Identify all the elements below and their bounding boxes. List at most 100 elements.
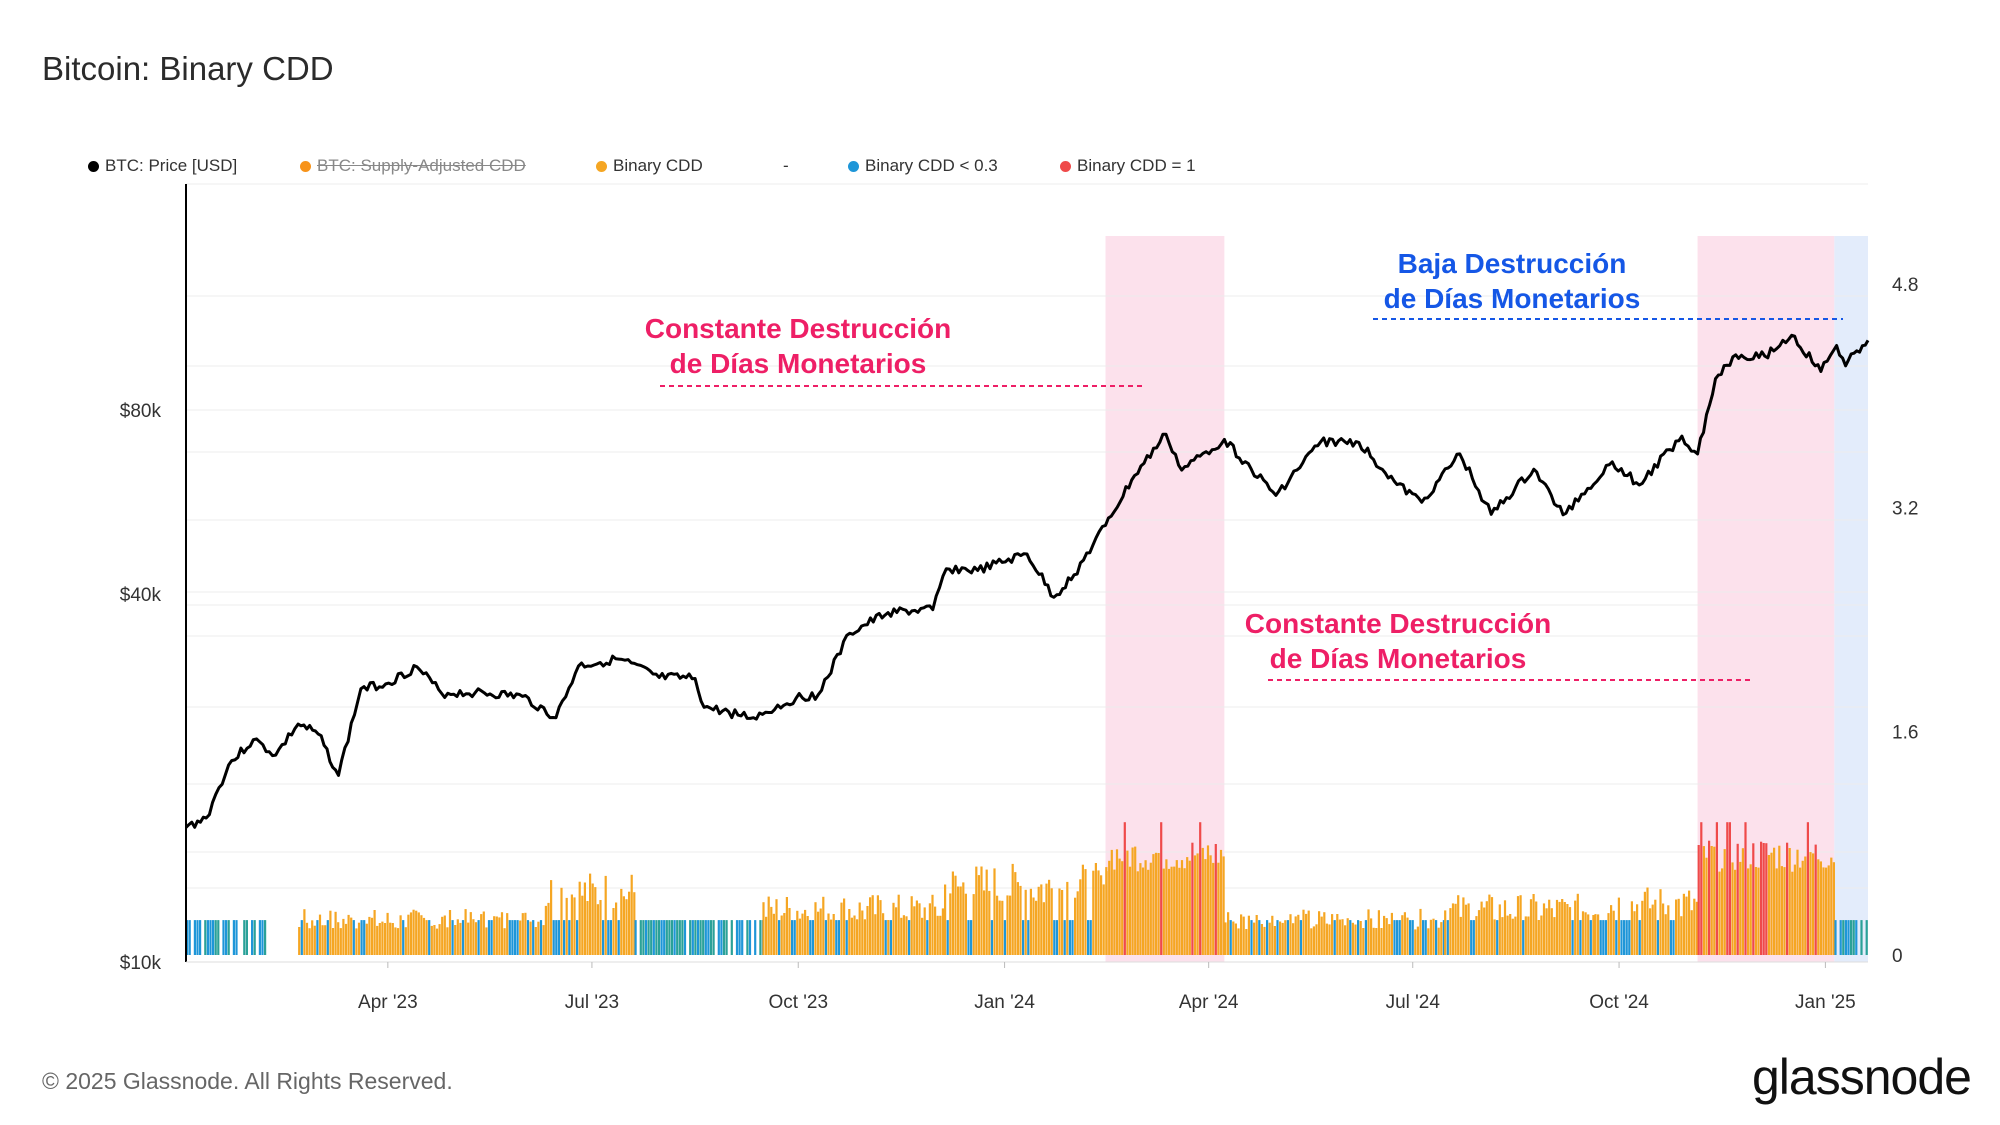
legend-item-binary-cdd-low[interactable]: Binary CDD < 0.3 [848,156,998,176]
binary-cdd-bar [1571,920,1574,955]
binary-cdd-bar [1765,843,1768,955]
binary-cdd-bar [1685,896,1688,955]
binary-cdd-bar [360,920,363,955]
binary-cdd-bar [913,906,916,955]
binary-cdd-bar [1123,822,1126,955]
legend-item-binary-cdd[interactable]: Binary CDD [596,156,703,176]
binary-cdd-bar [722,920,726,955]
binary-cdd-bar [513,920,517,955]
binary-cdd-bar [459,922,462,955]
binary-cdd-bar [1055,920,1058,955]
binary-cdd-bar [1496,920,1499,955]
binary-cdd-bar [1847,920,1850,955]
binary-cdd-bar [689,920,692,955]
binary-cdd-bar [1377,910,1380,955]
binary-cdd-bar [1610,905,1613,955]
binary-cdd-bar [1240,914,1243,955]
binary-cdd-bar [1214,844,1217,955]
binary-cdd-bar [324,925,327,955]
binary-cdd-bar [1715,822,1718,955]
binary-cdd-bar [1651,904,1654,955]
binary-cdd-bar [1437,927,1440,955]
binary-cdd-bar [1568,907,1572,955]
binary-cdd-bar [1276,920,1279,955]
binary-cdd-bar [699,920,702,955]
binary-cdd-bar [1477,910,1481,955]
binary-cdd-bar [1126,850,1129,955]
legend-item-supply-adjusted-cdd[interactable]: BTC: Supply-Adjusted CDD [300,156,526,176]
binary-cdd-bar [837,920,840,955]
binary-cdd-bar [199,920,202,955]
binary-cdd-bar [1806,822,1809,955]
legend-dot-icon [300,160,311,172]
binary-cdd-bar [1633,911,1636,955]
y-right-tick-label: 4.8 [1892,275,1918,296]
binary-cdd-bar [910,896,913,955]
binary-cdd-bar [1383,915,1386,955]
legend-item-btc-price[interactable]: BTC: Price [USD] [88,156,237,176]
binary-cdd-bar [717,920,720,955]
binary-cdd-bar [762,902,765,955]
binary-cdd-bar [1718,871,1721,955]
binary-cdd-bar [959,886,962,955]
binary-cdd-bar [1555,899,1559,955]
binary-cdd-bar [712,920,715,955]
binary-cdd-bar [1134,846,1137,955]
binary-cdd-bar [996,895,999,955]
binary-cdd-bar [1165,859,1168,955]
binary-cdd-bar [1258,920,1261,955]
binary-cdd-bar [845,920,848,955]
legend-item-binary-cdd-one[interactable]: Binary CDD = 1 [1060,156,1196,176]
binary-cdd-bar [704,920,707,955]
binary-cdd-bar [350,917,353,955]
binary-cdd-bar [683,920,687,955]
binary-cdd-bar [1045,883,1048,955]
binary-cdd-bar [1141,867,1145,955]
binary-cdd-bar [1617,897,1620,955]
binary-cdd-bar [1097,870,1100,955]
binary-cdd-bar [331,928,335,955]
binary-cdd-bar [355,928,358,955]
binary-cdd-bar [1380,928,1383,955]
binary-cdd-bar [1074,897,1077,955]
binary-cdd-bar [609,920,612,955]
binary-cdd-bar [1516,896,1520,955]
binary-cdd-bar [1649,908,1652,955]
binary-cdd-bar [850,917,853,955]
binary-cdd-bar [516,920,519,955]
binary-cdd-bar [1542,903,1546,955]
binary-cdd-bar [918,903,921,955]
binary-cdd-bar [985,869,988,955]
binary-cdd-bar [1485,901,1488,955]
binary-cdd-bar [1827,865,1830,955]
binary-cdd-bar [887,920,890,955]
binary-cdd-bar [748,920,752,955]
chart-title: Bitcoin: Binary CDD [42,50,334,87]
binary-cdd-bar [778,920,781,955]
binary-cdd-bar [951,871,954,955]
binary-cdd-bar [709,920,713,955]
binary-cdd-bar [1682,893,1685,955]
binary-cdd-bar [500,912,504,955]
binary-cdd-bar [1401,915,1404,955]
binary-cdd-bar [796,910,799,955]
legend-dot-icon [848,160,859,172]
binary-cdd-bar [1822,867,1825,955]
binary-cdd-bar [1149,862,1152,955]
x-tick-label: Jan '24 [974,992,1035,1013]
binary-cdd-bar [964,893,967,955]
binary-cdd-bar [1490,897,1494,955]
binary-cdd-bar [1014,872,1017,955]
binary-cdd-bar [227,920,230,955]
binary-cdd-bar [694,920,697,955]
binary-cdd-bar [889,920,892,955]
binary-cdd-bar [1167,868,1171,955]
binary-cdd-bar [1558,901,1561,955]
binary-cdd-bar [765,916,768,955]
binary-cdd-bar [1488,894,1491,955]
binary-cdd-bar [433,925,436,955]
binary-cdd-bar [1623,920,1626,955]
binary-cdd-bar [1409,920,1412,955]
binary-cdd-bar [801,913,804,955]
